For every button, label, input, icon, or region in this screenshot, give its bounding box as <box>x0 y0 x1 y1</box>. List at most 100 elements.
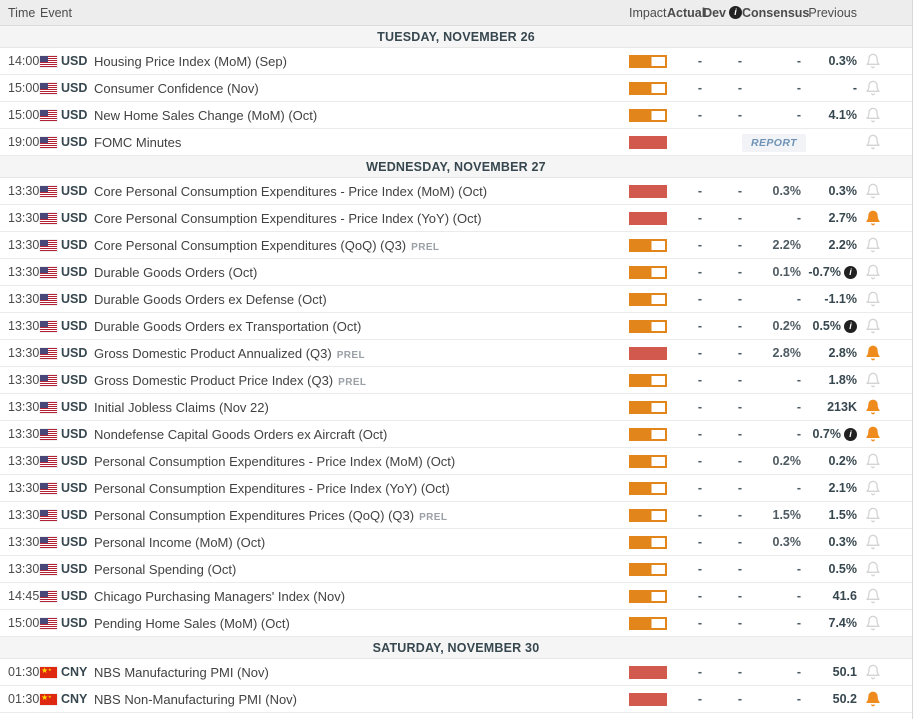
notification-bell-button[interactable] <box>857 399 889 415</box>
event-cell[interactable]: New Home Sales Change (MoM) (Oct) <box>94 108 625 123</box>
impact-cell <box>625 616 667 630</box>
bell-icon <box>866 134 880 150</box>
notification-bell-button[interactable] <box>857 210 889 226</box>
event-cell[interactable]: Gross Domestic Product Price Index (Q3) P… <box>94 373 625 388</box>
event-cell[interactable]: Core Personal Consumption Expenditures (… <box>94 238 625 253</box>
notification-bell-button[interactable] <box>857 588 889 604</box>
deviation-value: - <box>737 454 742 468</box>
event-cell[interactable]: Personal Consumption Expenditures - Pric… <box>94 454 625 469</box>
event-cell[interactable]: Personal Income (MoM) (Oct) <box>94 535 625 550</box>
event-cell[interactable]: Personal Consumption Expenditures - Pric… <box>94 481 625 496</box>
event-row[interactable]: 13:30 USD Durable Goods Orders ex Transp… <box>0 313 912 340</box>
event-cell[interactable]: Chicago Purchasing Managers' Index (Nov) <box>94 589 625 604</box>
event-row[interactable]: 13:30 USD Personal Consumption Expenditu… <box>0 475 912 502</box>
event-row[interactable]: 13:30 USD Personal Consumption Expenditu… <box>0 502 912 529</box>
actual-value: - <box>697 400 702 414</box>
event-time: 13:30 <box>8 319 40 333</box>
notification-bell-button[interactable] <box>857 426 889 442</box>
impact-cell <box>625 211 667 225</box>
notification-bell-button[interactable] <box>857 453 889 469</box>
event-row[interactable]: 13:30 USD Nondefense Capital Goods Order… <box>0 421 912 448</box>
event-row[interactable]: 13:30 USD Core Personal Consumption Expe… <box>0 178 912 205</box>
event-cell[interactable]: Housing Price Index (MoM) (Sep) <box>94 54 625 69</box>
notification-bell-button[interactable] <box>857 480 889 496</box>
bell-icon <box>866 399 880 415</box>
col-header-dev: Dev i <box>702 6 742 20</box>
country-flag-icon <box>40 664 57 678</box>
report-link[interactable]: REPORT <box>742 134 806 152</box>
notification-bell-button[interactable] <box>857 534 889 550</box>
notification-bell-button[interactable] <box>857 318 889 334</box>
event-row[interactable]: 13:30 USD Durable Goods Orders (Oct) - -… <box>0 259 912 286</box>
notification-bell-button[interactable] <box>857 372 889 388</box>
event-cell[interactable]: Initial Jobless Claims (Nov 22) <box>94 400 625 415</box>
event-row[interactable]: 19:00 USD FOMC Minutes REPORT <box>0 129 912 156</box>
bell-icon <box>866 237 880 253</box>
event-row[interactable]: 13:30 USD Personal Spending (Oct) - - - … <box>0 556 912 583</box>
info-icon[interactable]: i <box>844 427 857 441</box>
event-cell[interactable]: Gross Domestic Product Annualized (Q3) PR… <box>94 346 625 361</box>
notification-bell-button[interactable] <box>857 615 889 631</box>
notification-bell-button[interactable] <box>857 237 889 253</box>
notification-bell-button[interactable] <box>857 345 889 361</box>
event-row[interactable]: 13:30 USD Initial Jobless Claims (Nov 22… <box>0 394 912 421</box>
event-cell[interactable]: Personal Spending (Oct) <box>94 562 625 577</box>
event-row[interactable]: 15:00 USD Consumer Confidence (Nov) - - … <box>0 75 912 102</box>
event-cell[interactable]: NBS Non-Manufacturing PMI (Nov) <box>94 692 625 707</box>
event-row[interactable]: 13:30 USD Personal Consumption Expenditu… <box>0 448 912 475</box>
previous-value: 1.5% <box>828 508 858 522</box>
event-row[interactable]: 01:30 CNY NBS Non-Manufacturing PMI (Nov… <box>0 686 912 713</box>
event-row[interactable]: 13:30 USD Gross Domestic Product Annuali… <box>0 340 912 367</box>
event-cell[interactable]: Durable Goods Orders ex Transportation (… <box>94 319 625 334</box>
notification-bell-button[interactable] <box>857 134 889 150</box>
event-cell[interactable]: Nondefense Capital Goods Orders ex Aircr… <box>94 427 625 442</box>
notification-bell-button[interactable] <box>857 291 889 307</box>
event-row[interactable]: 15:00 USD New Home Sales Change (MoM) (O… <box>0 102 912 129</box>
col-header-consensus: Consensus <box>742 5 810 20</box>
deviation-value: - <box>737 265 742 279</box>
notification-bell-button[interactable] <box>857 183 889 199</box>
event-cell[interactable]: Consumer Confidence (Nov) <box>94 81 625 96</box>
event-row[interactable]: 13:30 USD Core Personal Consumption Expe… <box>0 205 912 232</box>
bell-icon <box>866 345 880 361</box>
event-name: Personal Consumption Expenditures Prices… <box>94 507 415 523</box>
flag-cell <box>40 691 61 705</box>
deviation-value: - <box>737 692 742 706</box>
event-row[interactable]: 01:30 CNY NBS Manufacturing PMI (Nov) - … <box>0 659 912 686</box>
event-row[interactable]: 13:30 USD Durable Goods Orders ex Defens… <box>0 286 912 313</box>
previous-value: 0.3% <box>828 535 858 549</box>
event-row[interactable]: 15:00 USD Pending Home Sales (MoM) (Oct)… <box>0 610 912 637</box>
currency-code: USD <box>61 108 88 122</box>
event-row[interactable]: 13:30 USD Core Personal Consumption Expe… <box>0 232 912 259</box>
event-cell[interactable]: FOMC Minutes <box>94 135 625 150</box>
previous-value: 2.2% <box>828 238 858 252</box>
notification-bell-button[interactable] <box>857 691 889 707</box>
notification-bell-button[interactable] <box>857 107 889 123</box>
notification-bell-button[interactable] <box>857 264 889 280</box>
currency-code: USD <box>61 135 88 149</box>
event-cell[interactable]: Pending Home Sales (MoM) (Oct) <box>94 616 625 631</box>
event-cell[interactable]: NBS Manufacturing PMI (Nov) <box>94 665 625 680</box>
event-cell[interactable]: Core Personal Consumption Expenditures -… <box>94 184 625 199</box>
prel-tag: PREL <box>336 349 365 361</box>
event-row[interactable]: 13:30 USD Personal Income (MoM) (Oct) - … <box>0 529 912 556</box>
notification-bell-button[interactable] <box>857 561 889 577</box>
event-cell[interactable]: Personal Consumption Expenditures Prices… <box>94 508 625 523</box>
event-row[interactable]: 14:00 USD Housing Price Index (MoM) (Sep… <box>0 48 912 75</box>
notification-bell-button[interactable] <box>857 507 889 523</box>
consensus-value: - <box>796 692 801 706</box>
notification-bell-button[interactable] <box>857 53 889 69</box>
notification-bell-button[interactable] <box>857 664 889 680</box>
event-name: Personal Consumption Expenditures - Pric… <box>94 480 450 496</box>
event-cell[interactable]: Durable Goods Orders ex Defense (Oct) <box>94 292 625 307</box>
event-row[interactable]: 13:30 USD Gross Domestic Product Price I… <box>0 367 912 394</box>
dev-info-icon[interactable]: i <box>729 6 742 19</box>
info-icon[interactable]: i <box>844 265 857 279</box>
impact-cell <box>625 265 667 279</box>
event-cell[interactable]: Core Personal Consumption Expenditures -… <box>94 211 625 226</box>
info-icon[interactable]: i <box>844 319 857 333</box>
notification-bell-button[interactable] <box>857 80 889 96</box>
event-row[interactable]: 14:45 USD Chicago Purchasing Managers' I… <box>0 583 912 610</box>
event-cell[interactable]: Durable Goods Orders (Oct) <box>94 265 625 280</box>
consensus-value: - <box>796 211 801 225</box>
